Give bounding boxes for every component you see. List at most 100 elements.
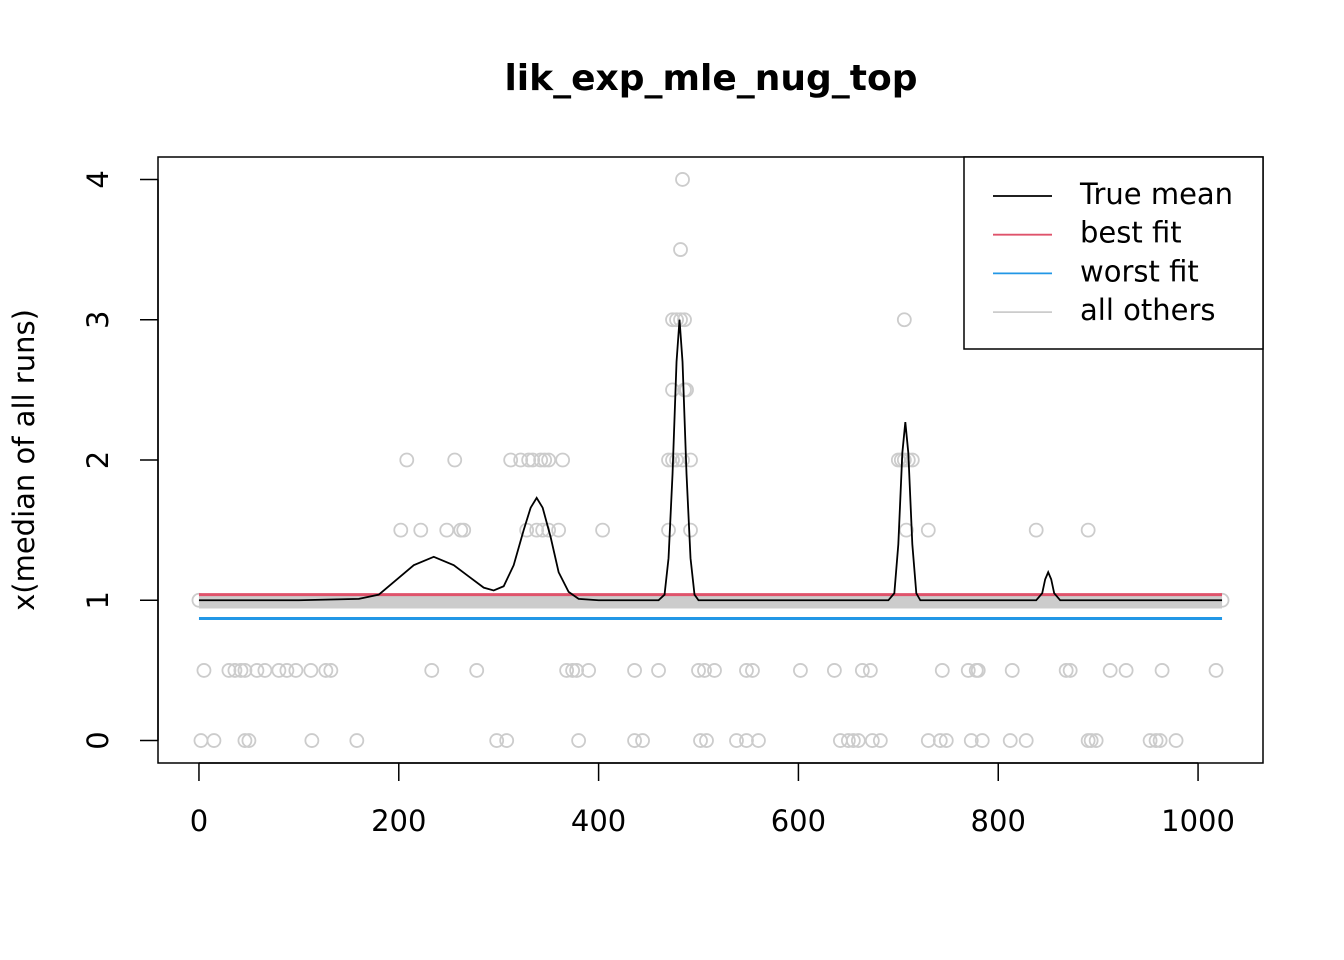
data-point (393, 522, 409, 538)
y-tick-label: 3 (81, 310, 115, 328)
y-tick-label: 0 (81, 731, 115, 749)
data-point (826, 663, 842, 678)
data-point (683, 522, 698, 538)
data-point (1058, 663, 1074, 678)
data-point (677, 312, 692, 328)
true-mean-line (198, 319, 1223, 602)
data-point (1062, 663, 1078, 678)
data-point (864, 733, 880, 748)
data-point (424, 663, 440, 678)
data-point (1080, 522, 1096, 538)
data-point (196, 663, 212, 678)
data-point (862, 663, 878, 678)
data-point (793, 663, 808, 678)
y-tick-label: 2 (81, 451, 115, 469)
data-point (206, 733, 222, 748)
data-point (537, 452, 553, 468)
data-point (555, 452, 571, 468)
data-point (595, 522, 610, 538)
data-point (675, 452, 690, 468)
x-tick-label: 0 (190, 804, 208, 838)
data-point (932, 733, 948, 748)
data-point (541, 452, 557, 468)
data-point (525, 452, 541, 468)
data-point (571, 733, 587, 748)
data-point (896, 452, 912, 468)
data-point (627, 733, 642, 748)
data-point (669, 452, 684, 468)
data-point (840, 733, 856, 748)
data-point (349, 733, 365, 748)
data-point (938, 733, 954, 748)
data-point (279, 663, 295, 678)
data-point (635, 733, 650, 748)
data-point (854, 663, 870, 678)
data-point (707, 663, 722, 678)
data-point (960, 663, 976, 678)
data-point (413, 522, 429, 538)
data-point (233, 663, 249, 678)
data-point (271, 663, 287, 678)
data-point (934, 663, 950, 678)
legend-label: all others (1080, 293, 1215, 327)
data-point (1018, 733, 1034, 748)
data-point (963, 733, 979, 748)
data-point (323, 663, 339, 678)
data-point (845, 733, 861, 748)
data-point (453, 522, 469, 538)
chart-title: lik_exp_mle_nug_top (504, 58, 917, 99)
data-point (970, 663, 986, 678)
legend-label: True mean (1079, 177, 1233, 211)
data-point (447, 452, 463, 468)
data-point (1083, 733, 1099, 748)
x-tick-label: 600 (771, 804, 826, 838)
y-tick-label: 1 (81, 591, 115, 609)
plot-frame (157, 156, 1264, 764)
data-point (697, 663, 712, 678)
y-tick-label: 4 (81, 170, 115, 188)
data-point (304, 733, 320, 748)
data-point (519, 522, 535, 538)
data-point (699, 733, 714, 748)
data-point (541, 522, 557, 538)
data-point (1154, 663, 1170, 678)
data-point (529, 522, 545, 538)
data-point (249, 663, 265, 678)
data-point (499, 733, 515, 748)
data-point (896, 312, 912, 328)
x-tick-label: 1000 (1161, 804, 1235, 838)
y-axis-label: x(median of all runs) (7, 309, 41, 611)
legend-label: worst fit (1080, 254, 1199, 288)
data-point (513, 452, 529, 468)
data-point (1118, 663, 1134, 678)
data-point (559, 663, 575, 678)
data-point (569, 663, 585, 678)
data-point (693, 733, 708, 748)
data-point (1004, 663, 1020, 678)
data-point (675, 172, 690, 187)
data-point (318, 663, 334, 678)
data-point (691, 663, 706, 678)
x-tick-label: 800 (971, 804, 1026, 838)
data-point (661, 522, 676, 538)
data-point (1142, 733, 1158, 748)
data-point (1148, 733, 1164, 748)
data-point (227, 663, 243, 678)
data-point (221, 663, 237, 678)
data-point (673, 242, 688, 257)
data-point (469, 663, 485, 678)
data-point (920, 522, 936, 538)
data-point (1152, 733, 1168, 748)
data-point (581, 663, 597, 678)
data-point (669, 312, 684, 328)
data-point (241, 733, 257, 748)
data-point (489, 733, 505, 748)
data-point (872, 733, 888, 748)
legend-label: best fit (1080, 216, 1182, 250)
data-point (533, 452, 549, 468)
data-point (237, 663, 253, 678)
data-point (683, 452, 698, 468)
data-point (850, 733, 866, 748)
data-point (439, 522, 455, 538)
